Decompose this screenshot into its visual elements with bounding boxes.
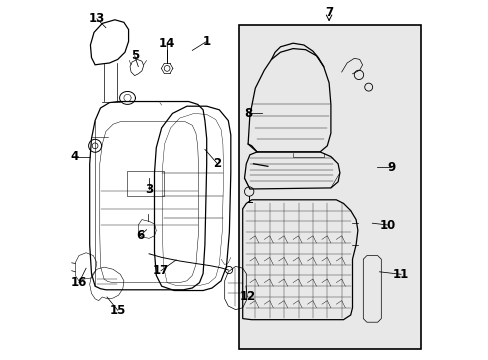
Text: 10: 10 — [379, 219, 395, 231]
Bar — [127, 171, 163, 196]
Text: 7: 7 — [325, 6, 332, 19]
Text: 16: 16 — [71, 276, 87, 289]
Text: 15: 15 — [109, 304, 126, 317]
Text: 14: 14 — [159, 37, 175, 50]
Text: 11: 11 — [392, 268, 408, 281]
Text: 6: 6 — [136, 229, 144, 242]
Text: 12: 12 — [239, 291, 255, 303]
Bar — [239, 25, 420, 349]
Text: 13: 13 — [89, 12, 105, 25]
Text: 1: 1 — [202, 35, 210, 48]
Text: 4: 4 — [70, 150, 79, 163]
Text: 5: 5 — [130, 49, 139, 62]
Text: 2: 2 — [213, 157, 221, 170]
Text: 17: 17 — [153, 264, 169, 277]
Text: 9: 9 — [386, 161, 395, 174]
Text: 3: 3 — [145, 183, 153, 195]
Text: 8: 8 — [244, 107, 252, 120]
